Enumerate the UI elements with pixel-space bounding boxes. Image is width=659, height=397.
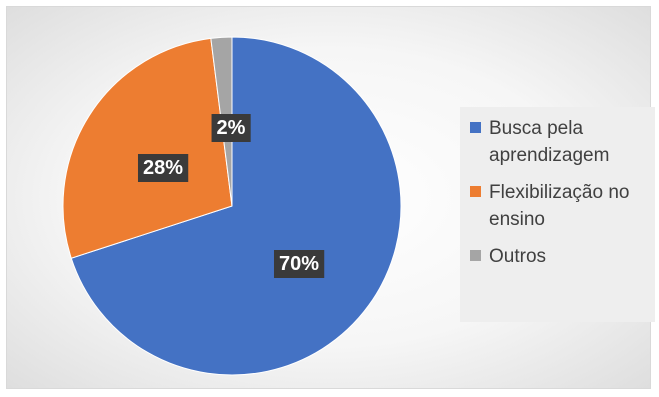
data-label-box-1 bbox=[137, 154, 189, 182]
data-label-0: 70% bbox=[273, 250, 325, 278]
data-label-box-2 bbox=[211, 114, 251, 142]
chart-area: 70% 28% 2% Busca pela aprendizagem Flexibi… bbox=[6, 6, 655, 389]
data-label-1: 28% bbox=[137, 154, 189, 182]
pie-chart: 70% 28% 2% bbox=[62, 36, 402, 376]
pie-slice-1 bbox=[62, 37, 233, 259]
svg-text:28%: 28% bbox=[143, 157, 183, 179]
legend-label-flexibilizacao: Flexibilização no ensino bbox=[489, 182, 630, 230]
svg-text:2%: 2% bbox=[217, 117, 246, 139]
legend-swatch-flexibilizacao bbox=[470, 186, 481, 197]
pie-slice-0 bbox=[70, 36, 402, 376]
legend-swatch-outros bbox=[470, 250, 481, 261]
svg-text:70%: 70% bbox=[279, 253, 319, 275]
legend-item-flexibilizacao: Flexibilização no ensino bbox=[470, 179, 655, 233]
chart-legend: Busca pela aprendizagem Flexibilização n… bbox=[460, 107, 655, 322]
legend-item-busca: Busca pela aprendizagem bbox=[470, 115, 655, 169]
legend-item-outros: Outros bbox=[470, 243, 655, 270]
legend-label-busca: Busca pela aprendizagem bbox=[489, 118, 610, 166]
data-label-box-0 bbox=[273, 250, 325, 278]
legend-swatch-busca bbox=[470, 122, 481, 133]
data-label-2: 2% bbox=[211, 114, 251, 142]
legend-label-outros: Outros bbox=[489, 246, 547, 267]
